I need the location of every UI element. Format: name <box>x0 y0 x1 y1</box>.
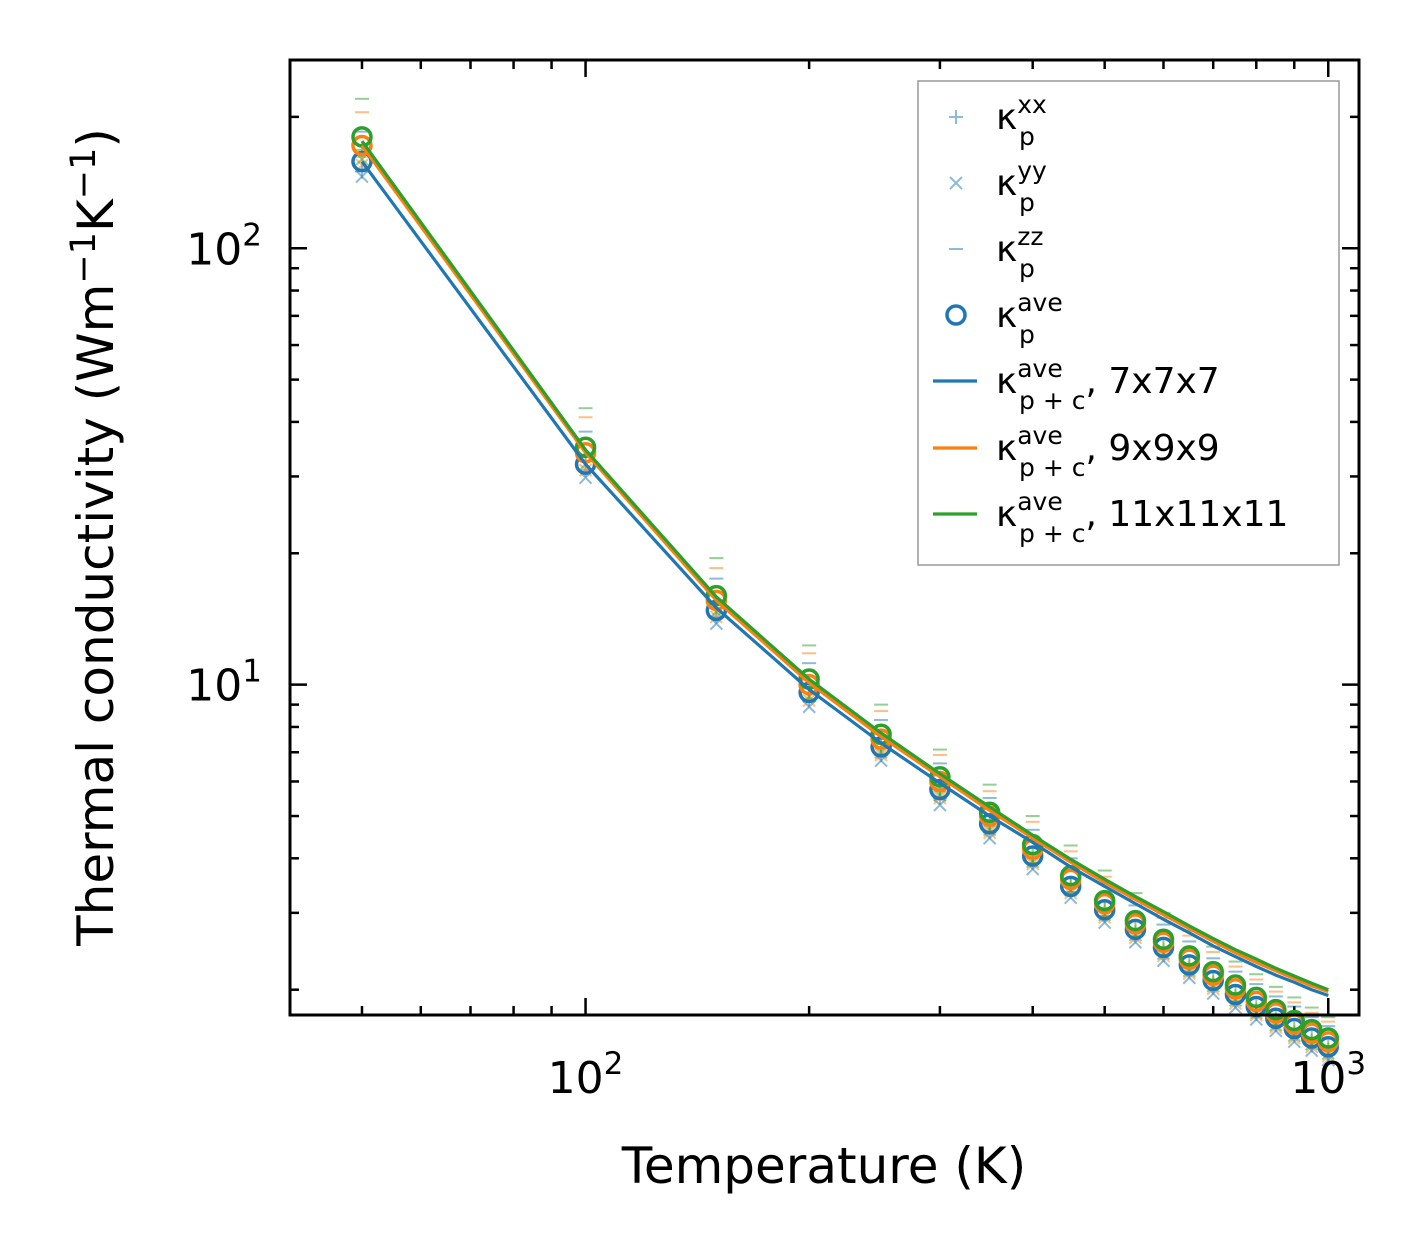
legend-sup: ave <box>1017 487 1063 516</box>
y-axis-label-suffix: ) <box>67 128 125 148</box>
legend-symbol: κ <box>996 163 1017 204</box>
legend-label: κave p <box>996 288 1063 349</box>
legend-item: κave p + c, 7x7x7 <box>933 354 1220 415</box>
kappa-pc-ave-line-7x7x7 <box>360 160 1329 998</box>
legend-symbol: κ <box>996 494 1017 535</box>
legend-label: κzz p <box>996 222 1043 283</box>
legend-subscript: p <box>1019 320 1035 349</box>
y-tick-label-exp: 2 <box>242 217 262 253</box>
x-marker-b <box>949 176 963 190</box>
kappa-p-ave-point <box>1059 875 1082 898</box>
x-tick-label-exp: 3 <box>1346 1046 1366 1082</box>
x-tick-label-base: 10 <box>548 1053 604 1104</box>
x-axis-label: Temperature (K) <box>621 1137 1026 1195</box>
kappa-p-ave-point <box>1093 898 1116 921</box>
plot-area <box>351 97 1340 1067</box>
y-tick-label: 102 <box>186 217 262 275</box>
y-tick-label-base: 10 <box>186 661 242 712</box>
legend-item: κzz p <box>949 222 1043 283</box>
legend-item: κave p + c, 9x9x9 <box>933 421 1220 482</box>
legend-label: κyy p <box>996 156 1047 217</box>
y-tick-label-exp: 1 <box>242 654 262 690</box>
y-tick-label: 101 <box>186 654 262 712</box>
legend-suffix: , 9x9x9 <box>1085 428 1219 469</box>
legend-sup: xx <box>1017 90 1047 119</box>
legend-subscript: p <box>1019 122 1035 151</box>
x-tick-label-exp: 2 <box>604 1046 624 1082</box>
legend-suffix: , 11x11x11 <box>1085 494 1288 535</box>
kappa-p-ave-point <box>1202 960 1224 983</box>
y-axis-label-exp2: −1 <box>64 148 104 200</box>
legend-symbol: κ <box>996 97 1017 138</box>
legend-subscript: p <box>1019 188 1035 217</box>
legend-item: κxx p <box>949 90 1047 151</box>
kappa-p-ave-point <box>1021 845 1044 867</box>
kappa-pc-ave-line-9x9x9 <box>360 144 1329 994</box>
legend-subscript: p + c <box>1019 519 1085 548</box>
legend-sup: yy <box>1017 156 1047 185</box>
kappa-p-ave-point <box>1124 909 1147 932</box>
kappa-p-ave-point <box>1245 986 1268 1009</box>
kappa-p-ave-point <box>1224 974 1247 996</box>
kappa-p-ave-point <box>1152 928 1175 950</box>
x-tick-label: 102 <box>548 1046 624 1104</box>
y-tick-label-base: 10 <box>186 224 242 275</box>
legend-item: κave p + c, 11x11x11 <box>933 487 1288 548</box>
kappa-p-ave-point <box>351 134 373 157</box>
legend-item: κyy p <box>949 156 1047 217</box>
x-tick-label-base: 10 <box>1290 1053 1346 1104</box>
legend-label: κave p + c, 11x11x11 <box>996 487 1288 548</box>
legend-subscript: p <box>1019 254 1035 283</box>
legend-subscript: p + c <box>1019 453 1085 482</box>
kappa-p-ave-point <box>1317 1027 1340 1049</box>
x-marker-b <box>802 700 816 714</box>
legend-circle-marker <box>945 304 967 326</box>
y-axis-label-mid: K <box>67 198 125 232</box>
legend-sup: ave <box>1017 421 1063 450</box>
kappa-p-ave-point <box>574 436 597 458</box>
legend-symbol: κ <box>996 361 1017 402</box>
legend-subscript: p + c <box>1019 386 1085 415</box>
legend-label: κave p + c, 9x9x9 <box>996 421 1220 482</box>
legend-box <box>917 80 1340 566</box>
kappa-p-ave-point <box>351 150 373 173</box>
legend-sup: ave <box>1017 354 1063 383</box>
y-axis-label: Thermal conductivity (Wm−1K−1) <box>64 128 125 947</box>
kappa-pc-ave-line-11x11x11 <box>360 140 1329 992</box>
legend-item: κave p <box>945 288 1063 349</box>
kappa-p-ave-point <box>1265 998 1287 1021</box>
legend-x-marker <box>949 176 963 190</box>
legend-symbol: κ <box>996 229 1017 270</box>
legend-suffix: , 7x7x7 <box>1085 361 1219 402</box>
kappa-p-yy-point <box>355 169 369 184</box>
kappa-p-ave-point <box>1093 889 1116 912</box>
legend-symbol: κ <box>996 428 1017 469</box>
kappa-p-ave-point <box>1300 1018 1323 1041</box>
kappa-p-ave-point <box>1283 1009 1306 1032</box>
legend-symbol: κ <box>996 295 1017 336</box>
legend-sup: zz <box>1017 222 1043 251</box>
legend-label: κave p + c, 7x7x7 <box>996 354 1220 415</box>
kappa-p-yy-point <box>802 700 816 714</box>
kappa-p-ave-point <box>1178 945 1201 967</box>
legend-label: κxx p <box>996 90 1047 151</box>
axes-frame <box>288 58 1361 1017</box>
series-11x11x11-ave <box>351 126 1340 1049</box>
x-marker-b <box>355 169 369 184</box>
y-axis-label-exp1: −1 <box>64 232 104 284</box>
y-axis-label-prefix: Thermal conductivity (Wm <box>67 284 125 947</box>
legend-plus-marker <box>949 110 963 124</box>
legend-sup: ave <box>1017 288 1063 317</box>
x-tick-label: 103 <box>1290 1046 1366 1104</box>
